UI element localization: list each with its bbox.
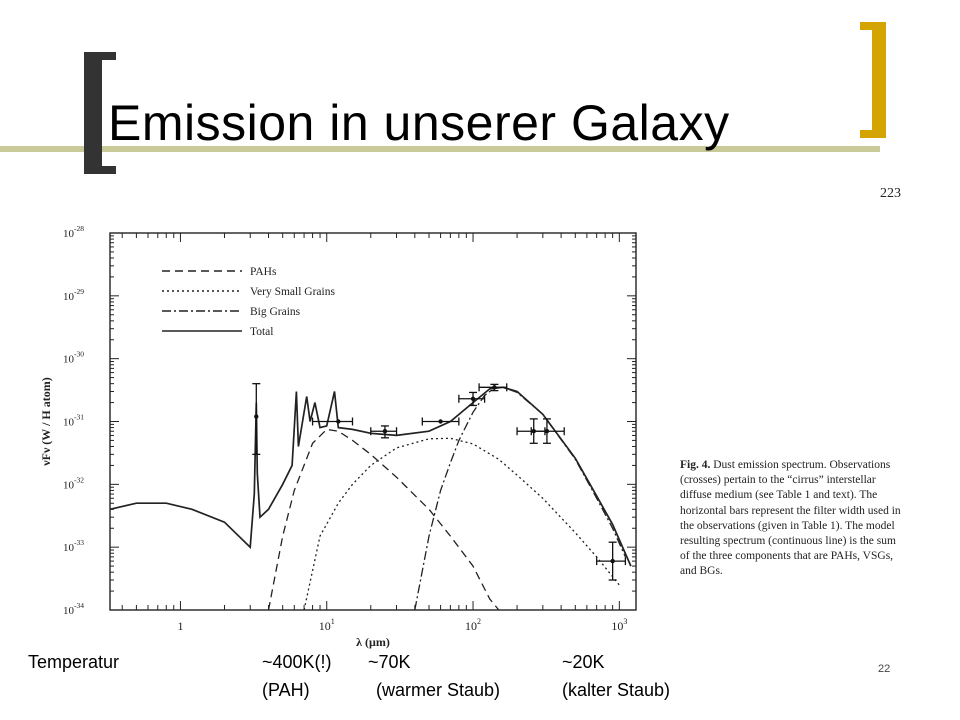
figure-label: Fig. 4.: [680, 459, 711, 471]
observation-cross: [530, 418, 565, 444]
slide-number: 22: [878, 663, 891, 675]
temperature-cold-sub: (kalter Staub): [562, 680, 671, 700]
observation-cross: [421, 417, 460, 426]
temperature-warm-sub: (warmer Staub): [376, 680, 501, 700]
figure-caption-text: Dust emission spectrum. Observations (cr…: [680, 459, 901, 578]
obs-point: [254, 414, 259, 419]
observation-cross: [596, 541, 627, 581]
observation-cross: [311, 417, 354, 426]
y-tick-label: 10-30: [63, 350, 84, 366]
obs-point: [438, 419, 443, 424]
title-rule: [0, 146, 880, 152]
right-bracket-bottom: [860, 130, 886, 138]
observation-cross: [458, 391, 486, 407]
legend-label: PAHs: [250, 266, 277, 278]
x-tick-label: 101: [319, 617, 335, 633]
plot-frame: [109, 232, 637, 611]
y-tick-label: 10-34: [63, 601, 84, 617]
legend-label: Total: [250, 326, 273, 338]
slide-title: Emission in unserer Galaxy: [108, 95, 730, 151]
temperature-warm: ~70K: [368, 652, 411, 672]
legend-label: Very Small Grains: [250, 286, 335, 298]
observation-cross: [252, 383, 261, 456]
x-tick-label: 102: [465, 617, 481, 633]
y-tick-label: 10-28: [63, 224, 84, 240]
series-big-grains: [414, 386, 626, 611]
observation-cross: [478, 383, 508, 392]
series-pahs: [267, 428, 500, 611]
left-bracket: [84, 52, 102, 174]
obs-point: [336, 419, 341, 424]
y-tick-label: 10-33: [63, 538, 84, 554]
obs-point: [470, 396, 476, 401]
series-total: [109, 386, 632, 567]
y-axis-label: νFν (W / H atom): [39, 377, 53, 467]
legend-label: Big Grains: [250, 306, 301, 318]
left-bracket-bottom: [84, 166, 116, 174]
left-bracket-top: [84, 52, 116, 60]
temperature-pah: ~400K(!): [262, 652, 332, 672]
right-bracket-top: [860, 22, 886, 30]
paper-page-number: 223: [880, 186, 901, 201]
x-axis-label: λ (μm): [356, 635, 390, 649]
obs-point: [382, 429, 388, 434]
obs-point: [492, 385, 497, 390]
obs-point: [544, 429, 550, 434]
x-tick-label: 1: [177, 619, 183, 633]
y-tick-label: 10-31: [63, 413, 84, 429]
figure-caption: Fig. 4. Dust emission spectrum. Observat…: [680, 458, 906, 580]
series-very-small-grains: [303, 437, 620, 611]
temperature-label: Temperatur: [28, 652, 120, 672]
dust-emission-chart: 1 101 102 103 10-28 10-29 10-30 10-31 10-32 10-33…: [39, 224, 637, 649]
right-bracket: [872, 22, 886, 138]
observation-cross: [370, 425, 398, 439]
y-tick-label: 10-29: [63, 287, 84, 303]
x-tick-label: 103: [611, 617, 627, 633]
obs-point: [610, 558, 615, 564]
y-tick-label: 10-32: [63, 475, 84, 491]
temperature-cold: ~20K: [562, 652, 605, 672]
temperature-pah-sub: (PAH): [262, 680, 310, 700]
